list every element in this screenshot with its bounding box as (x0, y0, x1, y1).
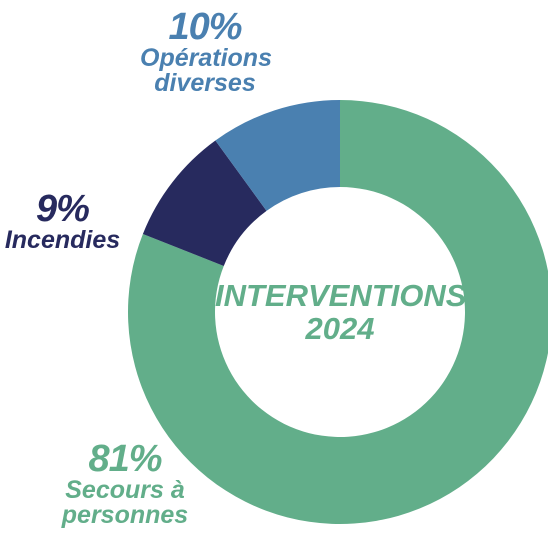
slice-label: 10% Opérations diverses (130, 8, 280, 96)
donut-slice (215, 100, 340, 211)
slice-label: 9% Incendies (0, 190, 125, 253)
value-label: 9% (36, 188, 90, 230)
donut-slice (142, 140, 267, 266)
donut-slice (128, 100, 548, 524)
category-label: Incendies (4, 226, 121, 254)
category-label: Secours à personnes (61, 476, 189, 529)
category-label: Opérations diverses (140, 44, 272, 97)
chart-title: INTERVENTIONS 2024 (215, 278, 467, 346)
slice-label: 81% Secours à personnes (35, 440, 215, 528)
value-label: 81% (88, 438, 162, 480)
value-label: 10% (168, 6, 242, 48)
